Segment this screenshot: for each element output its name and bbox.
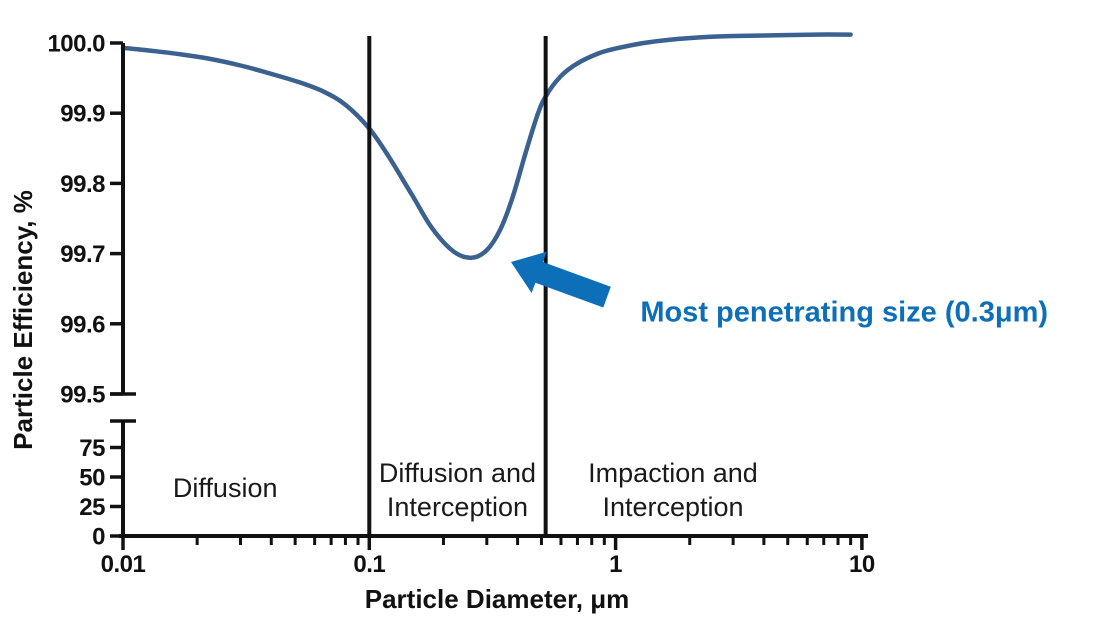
- x-tick-label: 0.1: [353, 551, 385, 578]
- y-tick-label: 100.0: [47, 31, 105, 58]
- x-tick-label: 1: [609, 551, 622, 578]
- y-tick-label: 25: [79, 494, 105, 521]
- efficiency-curve: [120, 32, 853, 261]
- region-label-2-line2: Interception: [387, 492, 528, 522]
- y-tick-label: 99.9: [60, 101, 105, 128]
- y-tick-label: 99.7: [60, 241, 105, 268]
- annotation-arrow-icon: [511, 251, 611, 308]
- x-tick-label: 10: [849, 551, 875, 578]
- y-tick-label: 75: [79, 435, 105, 462]
- annotation-label: Most penetrating size (0.3μm): [640, 297, 1048, 329]
- region-label-3-line1: Impaction and: [588, 458, 758, 488]
- x-tick-label: 0.01: [101, 551, 146, 578]
- y-tick-label: 99.8: [60, 171, 105, 198]
- x-axis-title: Particle Diameter, μm: [365, 584, 629, 614]
- region-label-1: Diffusion: [173, 473, 278, 503]
- region-label-3-line2: Interception: [602, 492, 743, 522]
- y-tick-label: 0: [92, 524, 105, 551]
- y-axis-title: Particle Efficiency, %: [8, 190, 38, 450]
- y-tick-label: 99.6: [60, 311, 105, 338]
- region-label-2-line1: Diffusion and: [379, 458, 536, 488]
- y-tick-label: 99.5: [60, 382, 105, 409]
- y-tick-label: 50: [79, 465, 105, 492]
